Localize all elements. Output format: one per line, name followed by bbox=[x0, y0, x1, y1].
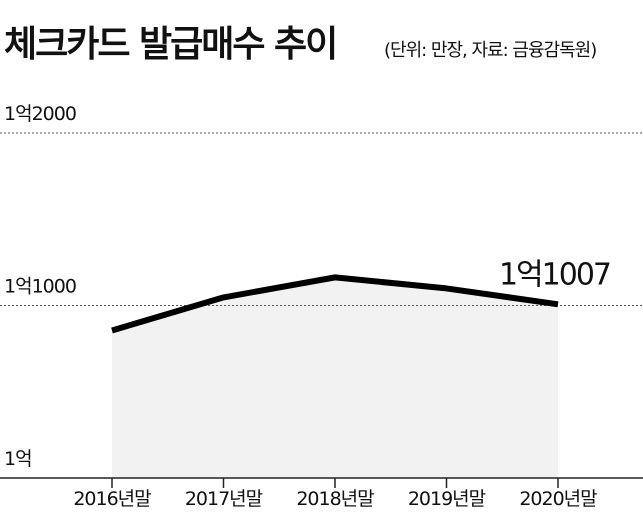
x-tick-label: 2020년말 bbox=[519, 488, 597, 510]
y-tick-label: 1억1000 bbox=[4, 276, 76, 298]
area bbox=[112, 277, 558, 478]
y-tick-label: 1억2000 bbox=[4, 103, 76, 125]
x-tick-label: 2017년말 bbox=[185, 488, 263, 510]
chart-subtitle: (단위: 만장, 자료: 금융감독원) bbox=[384, 40, 596, 61]
value-label: 1억1007 bbox=[499, 257, 610, 292]
x-tick-label: 2019년말 bbox=[408, 488, 486, 510]
y-tick-label: 1억 bbox=[4, 448, 32, 470]
x-tick-label: 2018년말 bbox=[296, 488, 374, 510]
x-tick-label: 2016년말 bbox=[73, 488, 151, 510]
line bbox=[111, 274, 559, 334]
chart-title: 체크카드 발급매수 추이 bbox=[4, 24, 336, 65]
